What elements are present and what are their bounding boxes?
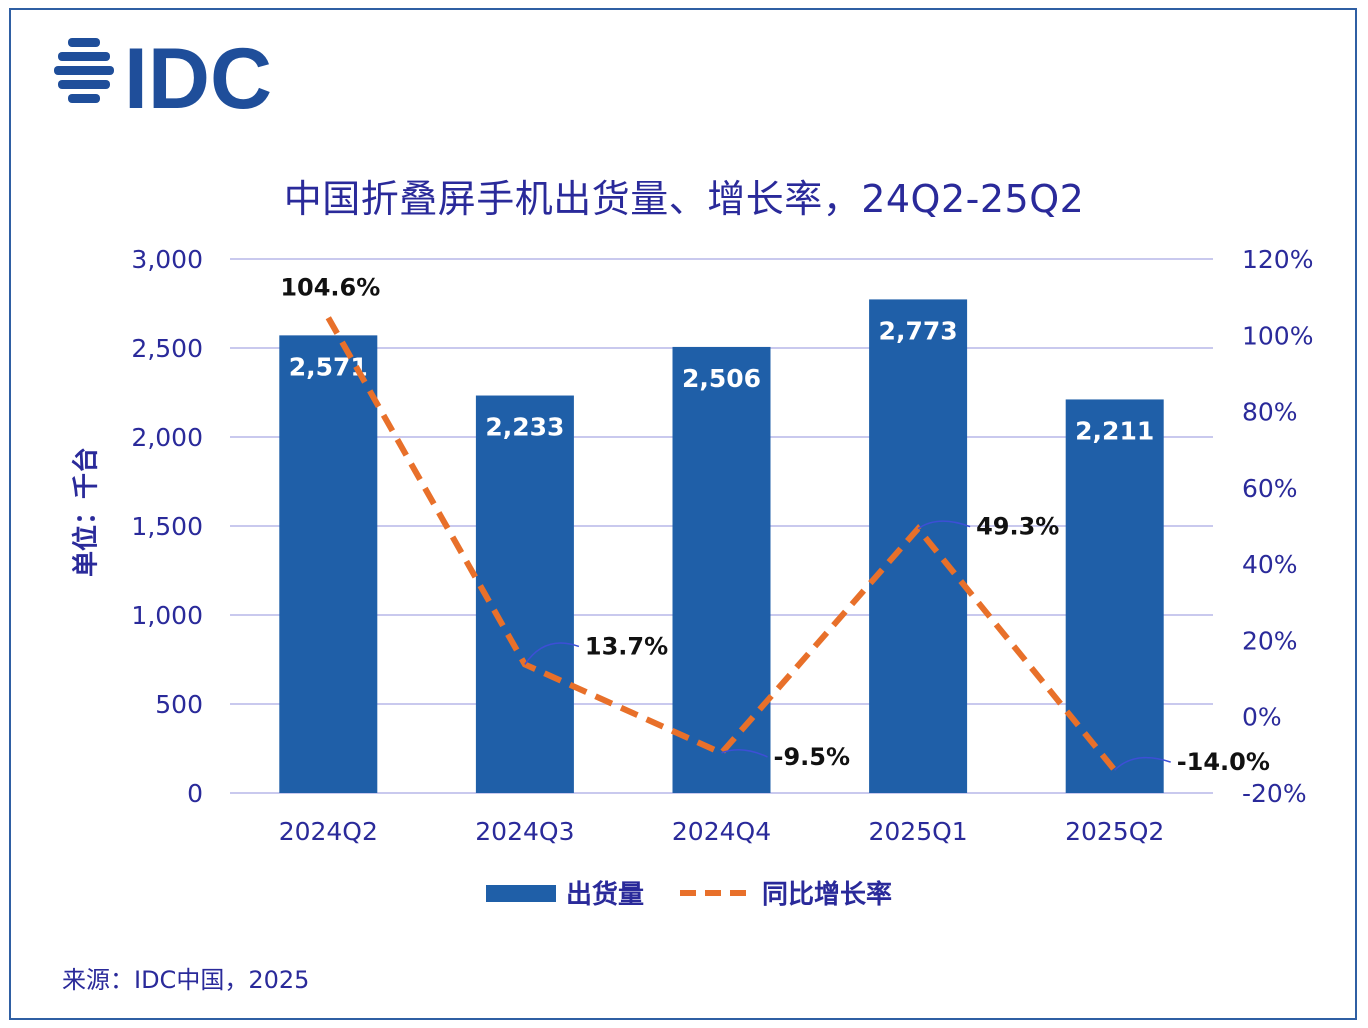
y2-tick-label: -20% <box>1242 779 1307 808</box>
y2-tick-label: 120% <box>1242 245 1313 274</box>
label-leader-line <box>917 520 971 530</box>
y2-tick-label: 100% <box>1242 321 1313 350</box>
growth-rate-label: 104.6% <box>280 274 380 302</box>
y-tick-label: 2,500 <box>131 334 203 363</box>
x-tick-label: 2024Q4 <box>672 817 771 846</box>
y-axis-label: 单位：千台 <box>71 446 102 578</box>
chart-title: 中国折叠屏手机出货量、增长率，24Q2-25Q2 <box>283 177 1085 221</box>
growth-rate-label: -9.5% <box>774 743 851 771</box>
y2-tick-label: 0% <box>1242 703 1282 732</box>
y2-tick-label: 80% <box>1242 398 1298 427</box>
growth-rate-line <box>325 316 1118 773</box>
bar-2025Q2 <box>1065 399 1164 793</box>
y-tick-label: 3,000 <box>131 245 203 274</box>
idc-logo: IDC <box>54 31 272 120</box>
label-leader-line <box>1114 756 1171 771</box>
label-leader-line <box>524 642 580 665</box>
legend-line-label: 同比增长率 <box>762 879 892 910</box>
bar-2025Q1 <box>869 299 968 793</box>
bar-value-label: 2,211 <box>1075 416 1154 445</box>
bar-value-label: 2,506 <box>682 364 761 393</box>
growth-rate-label: -14.0% <box>1177 748 1270 776</box>
y-tick-label: 0 <box>187 779 203 808</box>
y2-tick-label: 60% <box>1242 474 1298 503</box>
y2-tick-label: 20% <box>1242 626 1298 655</box>
y-tick-label: 500 <box>155 690 203 719</box>
logo-text: IDC <box>124 31 272 120</box>
x-tick-label: 2024Q2 <box>279 817 378 846</box>
source-note: 来源：IDC中国，2025 <box>62 966 310 994</box>
bar-value-label: 2,233 <box>485 413 564 442</box>
bar-2024Q4 <box>672 346 771 793</box>
y-tick-label: 1,500 <box>131 512 203 541</box>
x-tick-label: 2025Q1 <box>868 817 967 846</box>
y2-tick-label: 40% <box>1242 550 1298 579</box>
bar-value-label: 2,571 <box>289 352 368 381</box>
legend-bar-label: 出货量 <box>566 879 644 910</box>
bar-value-label: 2,773 <box>879 316 958 345</box>
bar-2024Q2 <box>279 335 378 793</box>
legend-bar-swatch <box>486 885 556 902</box>
growth-rate-label: 49.3% <box>976 513 1059 541</box>
x-tick-label: 2024Q3 <box>475 817 574 846</box>
y-tick-label: 2,000 <box>131 423 203 452</box>
label-leader-line <box>721 749 768 758</box>
y-tick-label: 1,000 <box>131 601 203 630</box>
growth-rate-label: 13.7% <box>585 632 668 660</box>
x-tick-label: 2025Q2 <box>1065 817 1164 846</box>
bar-2024Q3 <box>475 395 574 793</box>
